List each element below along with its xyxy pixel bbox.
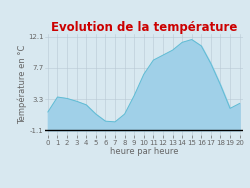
- Y-axis label: Température en °C: Température en °C: [17, 45, 26, 124]
- Title: Evolution de la température: Evolution de la température: [50, 21, 237, 34]
- X-axis label: heure par heure: heure par heure: [110, 147, 178, 156]
